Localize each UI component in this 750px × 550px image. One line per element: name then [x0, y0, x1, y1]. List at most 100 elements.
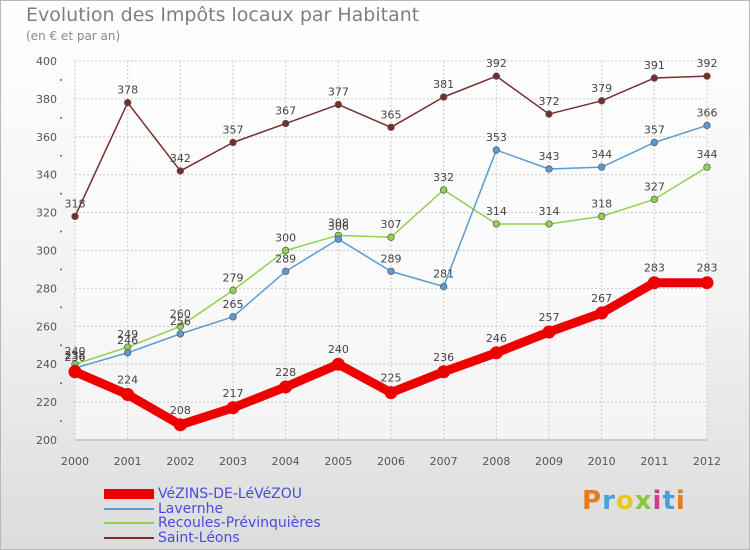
data-label: 265	[223, 298, 244, 311]
data-point	[598, 212, 606, 221]
legend-swatch	[104, 489, 154, 499]
data-label: 318	[591, 197, 612, 210]
x-tick-label: 2003	[219, 455, 247, 468]
data-label: 307	[381, 218, 402, 231]
data-label: 267	[591, 292, 612, 305]
data-label: 283	[697, 262, 718, 275]
data-point	[71, 212, 79, 221]
x-tick-label: 2008	[482, 455, 510, 468]
x-tick-label: 2007	[430, 455, 458, 468]
data-label: 357	[644, 123, 665, 136]
data-label: 372	[539, 95, 560, 108]
data-point	[282, 119, 290, 128]
data-label: 283	[644, 262, 665, 275]
data-label: 236	[433, 351, 454, 364]
data-point	[647, 276, 661, 290]
legend-item-saint-leons: Saint-Léons	[104, 530, 240, 546]
data-label: 344	[697, 148, 718, 161]
data-label: 246	[117, 334, 138, 347]
logo-letter: r	[602, 486, 616, 516]
logo-letter: P	[582, 486, 603, 516]
x-tick-label: 2010	[588, 455, 616, 468]
data-point	[121, 388, 135, 402]
legend-swatch	[104, 508, 154, 510]
data-point	[387, 123, 395, 131]
data-point	[334, 235, 342, 243]
logo-letter: i	[652, 486, 663, 516]
data-label: 379	[591, 82, 612, 95]
data-label: 306	[328, 220, 349, 233]
data-point	[226, 401, 240, 415]
chart-subtitle: (en € et par an)	[26, 29, 121, 43]
data-label: 318	[65, 197, 86, 210]
data-label: 343	[539, 150, 560, 163]
x-tick-label: 2001	[114, 455, 142, 468]
data-label: 256	[170, 315, 191, 328]
y-tick-label: 300	[36, 245, 57, 258]
data-point	[703, 72, 711, 80]
data-label: 279	[223, 271, 244, 284]
data-label: 246	[486, 332, 507, 345]
data-point	[282, 267, 290, 275]
data-label: 332	[433, 171, 454, 184]
data-label: 378	[117, 84, 138, 97]
data-label: 260	[170, 307, 191, 320]
data-label: 342	[170, 152, 191, 165]
data-point	[650, 138, 658, 147]
legend-item-vezins: VéZINS-DE-LéVéZOU	[104, 486, 302, 502]
legend-item-lavernhe: Lavernhe	[104, 501, 223, 517]
data-label: 357	[223, 123, 244, 136]
data-label: 281	[433, 268, 454, 281]
data-point	[492, 220, 500, 228]
data-point	[440, 282, 448, 291]
data-point	[492, 72, 500, 80]
data-label: 217	[223, 387, 244, 400]
legend-label: Recoules-Prévinquières	[158, 515, 321, 531]
data-point	[229, 138, 237, 147]
data-point	[545, 110, 553, 118]
data-label: 257	[539, 311, 560, 324]
data-label: 367	[275, 105, 296, 118]
data-point	[437, 365, 451, 379]
data-label: 228	[275, 366, 296, 379]
data-point	[176, 330, 184, 338]
data-label: 392	[486, 57, 507, 70]
data-label: 392	[697, 57, 718, 70]
x-tick-label: 2009	[535, 455, 563, 468]
y-tick-label: 240	[36, 358, 57, 371]
legend-label: Saint-Léons	[158, 530, 240, 546]
logo-letter: i	[675, 486, 686, 516]
data-label: 308	[328, 216, 349, 229]
data-label: 289	[275, 252, 296, 265]
data-point	[331, 357, 345, 371]
data-point	[545, 165, 553, 173]
x-tick-label: 2004	[272, 455, 300, 468]
data-label: 240	[328, 343, 349, 356]
data-label: 208	[170, 404, 191, 417]
data-point	[387, 233, 395, 241]
data-point	[489, 346, 503, 360]
y-tick-label: 360	[36, 131, 57, 144]
data-label: 381	[433, 78, 454, 91]
data-point	[124, 99, 132, 107]
data-point	[279, 380, 293, 394]
chart-title: Evolution des Impôts locaux par Habitant	[26, 4, 420, 26]
data-label: 238	[65, 349, 86, 362]
data-point	[650, 74, 658, 82]
data-point	[229, 313, 237, 321]
data-label: 225	[381, 372, 402, 385]
data-label: 366	[697, 106, 718, 119]
x-tick-label: 2006	[377, 455, 405, 468]
data-label: 236	[65, 351, 86, 364]
y-tick-label: 340	[36, 169, 57, 182]
data-label: 365	[381, 108, 402, 121]
x-tick-label: 2002	[166, 455, 194, 468]
y-tick-label: 380	[36, 93, 57, 106]
data-label: 391	[644, 59, 665, 72]
y-tick-label: 260	[36, 320, 57, 333]
logo-letter: t	[662, 486, 676, 516]
y-tick-label: 220	[36, 396, 57, 409]
legend-swatch	[104, 537, 154, 539]
logo-letter: o	[615, 486, 635, 516]
y-tick-label: 200	[36, 434, 57, 447]
